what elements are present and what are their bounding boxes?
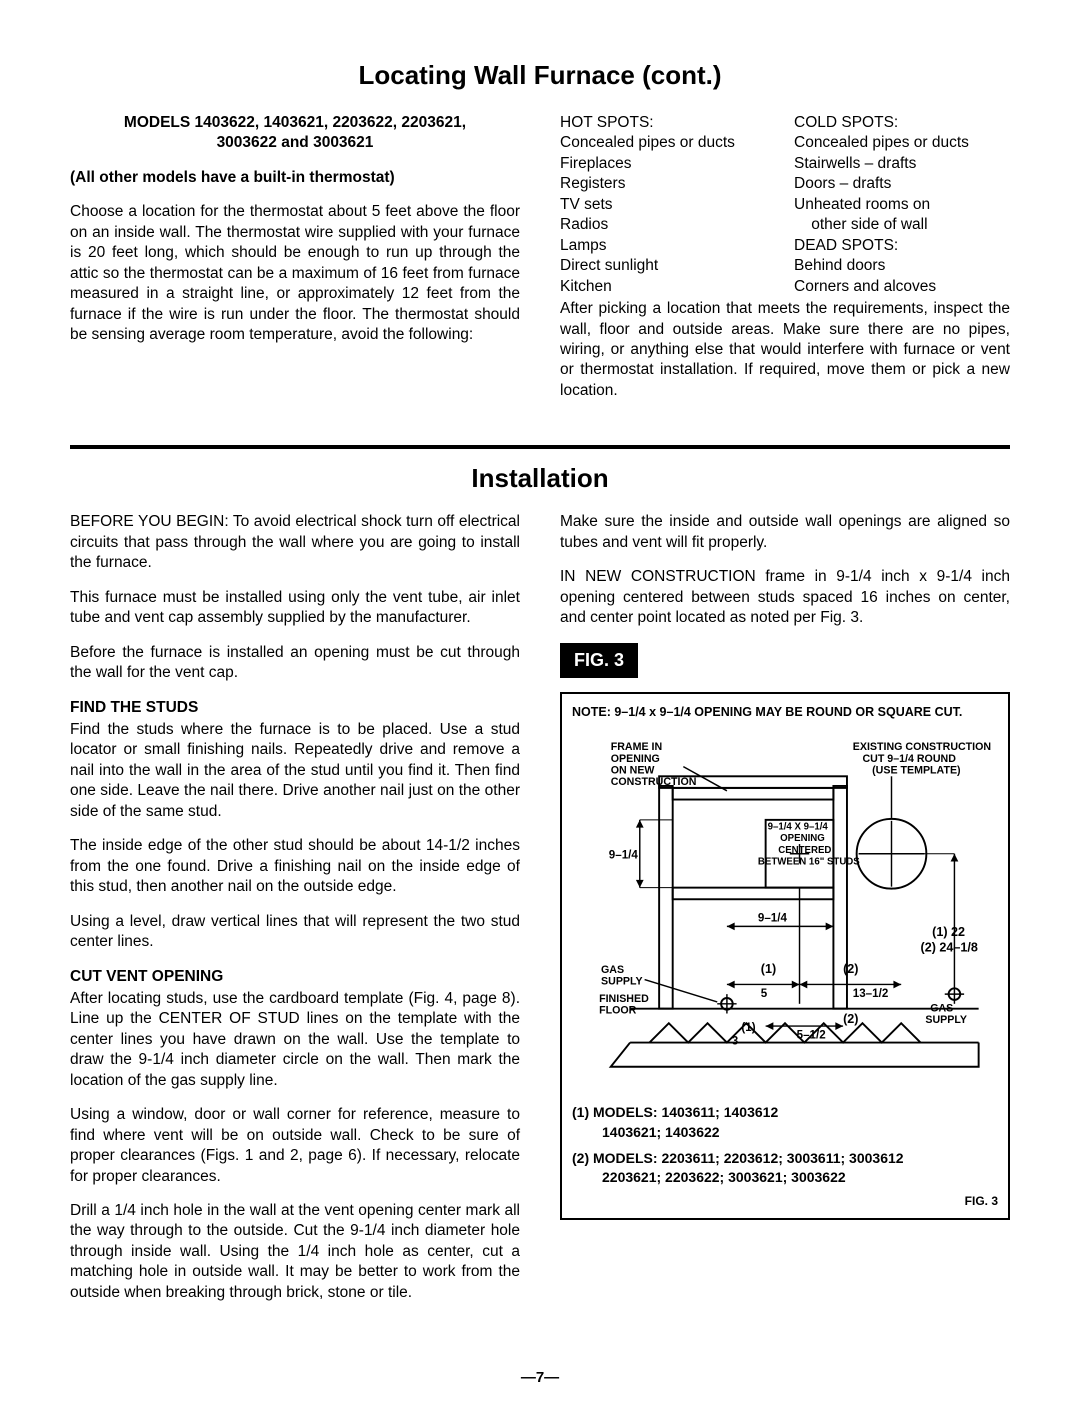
fig3-label: FIG. 3: [560, 643, 638, 679]
fig-models: (1) MODELS: 1403611; 1403612 1403621; 14…: [572, 1103, 998, 1187]
hot-item: Kitchen: [560, 277, 776, 297]
spots-row: HOT SPOTS: Concealed pipes or ducts Fire…: [560, 113, 1010, 297]
hot-item: Concealed pipes or ducts: [560, 133, 776, 153]
hot-item: Registers: [560, 174, 776, 194]
cold-item: other side of wall: [794, 215, 1010, 235]
lbl-framein1: FRAME IN: [611, 741, 662, 753]
fig-mark1: (1): [761, 962, 776, 976]
hot-item: Fireplaces: [560, 154, 776, 174]
cold-item: Doors – drafts: [794, 174, 1010, 194]
lbl-gas4: SUPPLY: [925, 1014, 967, 1026]
lbl-centered: CENTERED: [778, 845, 831, 856]
fig-models-1a: (1) MODELS: 1403611; 1403612: [572, 1103, 998, 1123]
fig3-note: NOTE: 9–1/4 x 9–1/4 OPENING MAY BE ROUND…: [572, 704, 998, 721]
fig-models-2a: (2) MODELS: 2203611; 2203612; 3003611; 3…: [572, 1149, 998, 1169]
cut-vent-heading: CUT VENT OPENING: [70, 967, 520, 987]
cold-title: COLD SPOTS:: [794, 113, 1010, 133]
fig3-box: NOTE: 9–1/4 x 9–1/4 OPENING MAY BE ROUND…: [560, 692, 1010, 1219]
lbl-gas2: SUPPLY: [601, 975, 643, 987]
lbl-framein3: ON NEW: [611, 764, 656, 776]
lbl-exist3: (USE TEMPLATE): [872, 764, 961, 776]
opening-cut: Before the furnace is installed an openi…: [70, 643, 520, 684]
lbl-exist2: CUT 9–1/4 ROUND: [862, 753, 956, 765]
fig3-diagram: 9–1/4 9–1/4 (1) (2) 5 13–1/2: [572, 727, 998, 1087]
lbl-floor2: FLOOR: [599, 1004, 637, 1016]
locating-right-col: HOT SPOTS: Concealed pipes or ducts Fire…: [560, 113, 1010, 415]
dim-5: 5: [761, 987, 768, 1000]
fig-tag: FIG. 3: [572, 1194, 998, 1210]
lbl-opdim: 9–1/4 X 9–1/4: [768, 821, 829, 832]
vent-tube: This furnace must be installed using onl…: [70, 588, 520, 629]
find-studs-p1: Find the studs where the furnace is to b…: [70, 720, 520, 822]
dim-914-h: 9–1/4: [758, 911, 788, 924]
before-begin: BEFORE YOU BEGIN: To avoid electrical sh…: [70, 512, 520, 573]
install-title: Installation: [70, 463, 1010, 494]
cold-spots: COLD SPOTS: Concealed pipes or ducts Sta…: [794, 113, 1010, 297]
hot-item: Direct sunlight: [560, 256, 776, 276]
hot-spots: HOT SPOTS: Concealed pipes or ducts Fire…: [560, 113, 776, 297]
hot-title: HOT SPOTS:: [560, 113, 776, 133]
hot-item: TV sets: [560, 195, 776, 215]
fig-mark2: (2): [843, 962, 858, 976]
cut-vent-p1: After locating studs, use the cardboard …: [70, 989, 520, 1091]
dim-22: (1) 22: [932, 925, 965, 939]
find-studs-p2: The inside edge of the other stud should…: [70, 836, 520, 897]
new-construction-para: IN NEW CONSTRUCTION frame in 9-1/4 inch …: [560, 567, 1010, 628]
lbl-between: BETWEEN 16" STUDS: [758, 856, 860, 867]
hot-item: Radios: [560, 215, 776, 235]
find-studs-p3: Using a level, draw vertical lines that …: [70, 912, 520, 953]
builtin-note: (All other models have a built-in thermo…: [70, 168, 520, 188]
cold-item: Unheated rooms on: [794, 195, 1010, 215]
lbl-gas1: GAS: [601, 964, 624, 976]
page-title: Locating Wall Furnace (cont.): [70, 60, 1010, 91]
models-line1: MODELS 1403622, 1403621, 2203622, 220362…: [70, 113, 520, 133]
fig-models-2b: 2203621; 2203622; 3003621; 3003622: [572, 1168, 998, 1188]
dim-914-v: 9–1/4: [609, 848, 639, 861]
cold-item: Concealed pipes or ducts: [794, 133, 1010, 153]
dim-2418: (2) 24–1/8: [921, 940, 978, 954]
find-studs-heading: FIND THE STUDS: [70, 698, 520, 718]
dim-1312: 13–1/2: [853, 987, 889, 1000]
cut-vent-p2: Using a window, door or wall corner for …: [70, 1105, 520, 1187]
thermostat-para: Choose a location for the thermostat abo…: [70, 202, 520, 345]
cold-item: Behind doors: [794, 256, 1010, 276]
models-heading: MODELS 1403622, 1403621, 2203622, 220362…: [70, 113, 520, 154]
lbl-opening: OPENING: [780, 833, 825, 844]
page-number: —7—: [521, 1369, 559, 1386]
after-picking-para: After picking a location that meets the …: [560, 299, 1010, 401]
lbl-framein4: CONSTRUCTION: [611, 776, 697, 788]
cold-item: DEAD SPOTS:: [794, 236, 1010, 256]
lbl-floor1: FINISHED: [599, 993, 649, 1005]
cold-item: Corners and alcoves: [794, 277, 1010, 297]
install-right-col: Make sure the inside and outside wall op…: [560, 512, 1010, 1317]
fig-mark2b: (2): [843, 1012, 858, 1026]
fig-mark1b: (1): [741, 1021, 755, 1034]
models-line2: 3003622 and 3003621: [70, 133, 520, 153]
install-section: BEFORE YOU BEGIN: To avoid electrical sh…: [70, 512, 1010, 1317]
lbl-gas3: GAS: [930, 1002, 953, 1014]
fig-models-1b: 1403621; 1403622: [572, 1123, 998, 1143]
cut-vent-p3: Drill a 1/4 inch hole in the wall at the…: [70, 1201, 520, 1303]
align-para: Make sure the inside and outside wall op…: [560, 512, 1010, 553]
hot-item: Lamps: [560, 236, 776, 256]
locating-left-col: MODELS 1403622, 1403621, 2203622, 220362…: [70, 113, 520, 415]
install-left-col: BEFORE YOU BEGIN: To avoid electrical sh…: [70, 512, 520, 1317]
lbl-exist1: EXISTING CONSTRUCTION: [853, 741, 991, 753]
lbl-framein2: OPENING: [611, 753, 660, 765]
locating-section: MODELS 1403622, 1403621, 2203622, 220362…: [70, 113, 1010, 415]
cold-item: Stairwells – drafts: [794, 154, 1010, 174]
section-divider: [70, 445, 1010, 449]
